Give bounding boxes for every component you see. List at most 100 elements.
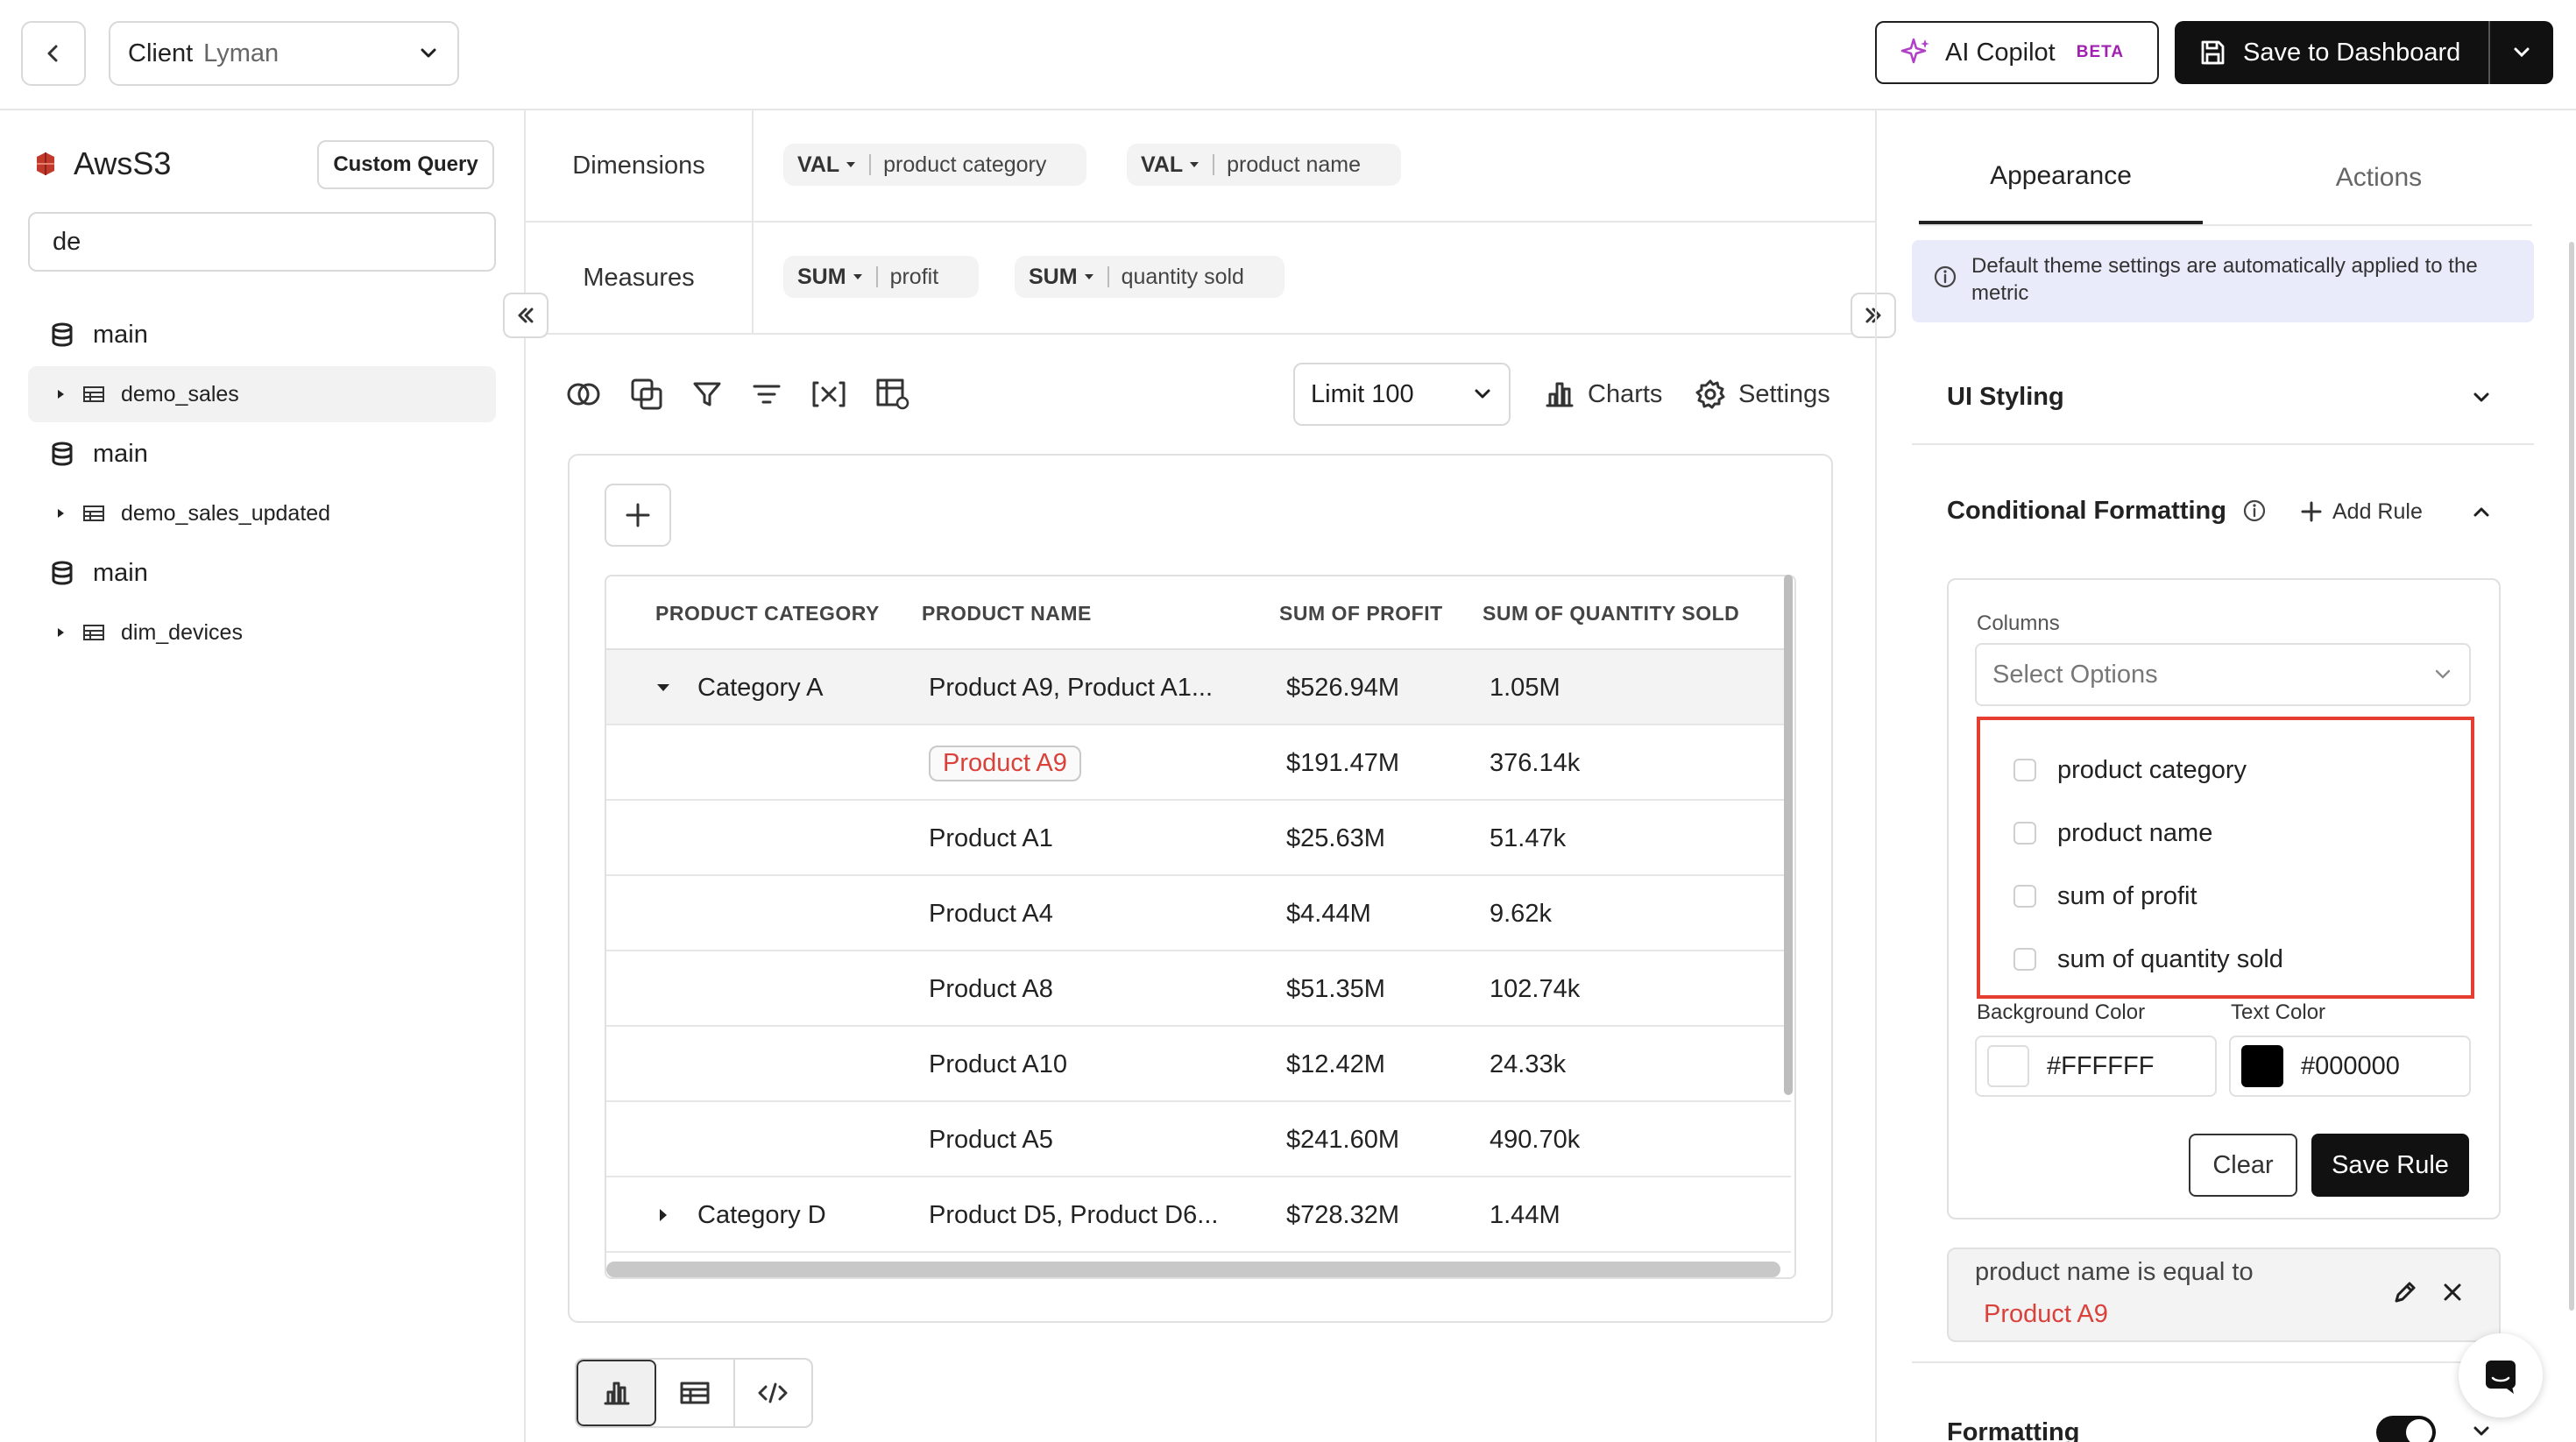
sort-icon[interactable] — [750, 378, 783, 411]
aggregation-select[interactable]: VAL — [1141, 152, 1200, 178]
table-item-dim-devices[interactable]: dim_devices — [28, 604, 496, 661]
checkbox[interactable] — [2013, 759, 2036, 781]
save-rule-button[interactable]: Save Rule — [2311, 1134, 2469, 1197]
measure-chip[interactable]: SUM profit — [783, 256, 980, 298]
text-color-input[interactable]: #000000 — [2229, 1036, 2471, 1097]
formatting-toggle[interactable] — [2376, 1416, 2436, 1442]
save-to-dashboard-main[interactable]: Save to Dashboard — [2175, 21, 2490, 84]
column-option[interactable]: product category — [2013, 748, 2247, 792]
database-item[interactable]: main — [49, 429, 148, 478]
table-row[interactable]: Category D Product D5, Product D6... $72… — [606, 1177, 1791, 1253]
profit-cell: $4.44M — [1286, 899, 1371, 928]
table-horizontal-scrollbar[interactable] — [606, 1262, 1780, 1277]
save-options-dropdown[interactable] — [2490, 41, 2553, 64]
ui-styling-header[interactable]: UI Styling — [1947, 375, 2064, 419]
checkbox[interactable] — [2013, 822, 2036, 845]
limit-select[interactable]: Limit 100 — [1293, 363, 1511, 426]
union-icon[interactable] — [629, 377, 664, 412]
column-option[interactable]: product name — [2013, 811, 2212, 855]
aggregation-select[interactable]: SUM — [797, 265, 864, 290]
column-header[interactable]: PRODUCT NAME — [922, 601, 1092, 625]
chevron-up-icon[interactable] — [2469, 499, 2494, 524]
table-item-demo-sales-updated[interactable]: demo_sales_updated — [28, 485, 496, 541]
background-color-input[interactable]: #FFFFFF — [1975, 1036, 2217, 1097]
expand-toggle[interactable] — [655, 650, 671, 725]
columns-select[interactable]: Select Options — [1975, 643, 2471, 706]
filter-icon[interactable] — [690, 378, 724, 411]
tab-actions[interactable]: Actions — [2335, 163, 2423, 192]
chat-support-button[interactable] — [2459, 1333, 2543, 1417]
table-row[interactable]: Category A Product A9, Product A1... $52… — [606, 650, 1791, 725]
aggregation-select[interactable]: SUM — [1029, 265, 1095, 290]
aggregation-select[interactable]: VAL — [797, 152, 857, 178]
dimension-chip[interactable]: VAL product category — [783, 144, 1087, 186]
table-row[interactable]: Product A4 $4.44M 9.62k — [606, 876, 1791, 951]
join-icon[interactable] — [564, 378, 603, 410]
tab-appearance[interactable]: Appearance — [1919, 131, 2203, 224]
text-color-value: #000000 — [2301, 1051, 2400, 1080]
caret-down-icon — [1190, 162, 1200, 167]
dimensions-label: Dimensions — [526, 110, 754, 221]
collapse-panel-button[interactable] — [1851, 293, 1896, 338]
plus-icon — [2301, 501, 2322, 522]
database-item[interactable]: main — [49, 548, 148, 597]
table-settings-icon[interactable] — [874, 377, 911, 412]
expand-toggle[interactable] — [657, 1177, 669, 1253]
table-row[interactable]: Product A8 $51.35M 102.74k — [606, 951, 1791, 1027]
chart-view-button[interactable] — [577, 1360, 657, 1426]
info-icon — [1934, 265, 1957, 288]
ui-styling-label: UI Styling — [1947, 382, 2064, 411]
ai-copilot-button[interactable]: AI Copilot BETA — [1875, 21, 2159, 84]
add-button[interactable] — [605, 484, 671, 547]
quantity-cell: 1.05M — [1490, 673, 1560, 702]
close-icon[interactable] — [2438, 1277, 2467, 1307]
chevron-down-icon[interactable] — [2469, 385, 2494, 410]
panel-scrollbar[interactable] — [2569, 242, 2574, 1311]
checkbox[interactable] — [2013, 948, 2036, 971]
table-row[interactable]: Product A1 $25.63M 51.47k — [606, 801, 1791, 876]
table-item-demo-sales[interactable]: demo_sales — [28, 366, 496, 422]
formatting-header[interactable]: Formatting — [1947, 1412, 2079, 1442]
back-button[interactable] — [21, 21, 86, 86]
name-cell: Product A1 — [929, 823, 1053, 852]
column-header[interactable]: PRODUCT CATEGORY — [655, 601, 880, 625]
checkbox[interactable] — [2013, 885, 2036, 908]
table-row[interactable]: Product A10 $12.42M 24.33k — [606, 1027, 1791, 1102]
table-label: demo_sales — [121, 381, 239, 406]
info-icon[interactable] — [2242, 498, 2267, 523]
table-row[interactable]: Product A9 $191.47M 376.14k — [606, 725, 1791, 801]
save-to-dashboard-button[interactable]: Save to Dashboard — [2175, 21, 2553, 84]
settings-button[interactable]: Settings — [1695, 371, 1830, 417]
custom-query-button[interactable]: Custom Query — [317, 140, 494, 189]
column-header[interactable]: SUM OF QUANTITY SOLD — [1483, 601, 1740, 625]
save-icon — [2201, 40, 2225, 65]
dimension-chip[interactable]: VAL product name — [1127, 144, 1402, 186]
section-divider — [1912, 443, 2534, 445]
clear-button[interactable]: Clear — [2189, 1134, 2297, 1197]
charts-button[interactable]: Charts — [1544, 371, 1662, 417]
chevron-down-icon[interactable] — [2469, 1419, 2494, 1442]
profit-cell: $12.42M — [1286, 1050, 1385, 1078]
aggregation-label: SUM — [1029, 264, 1078, 289]
measure-chip[interactable]: SUM quantity sold — [1015, 256, 1284, 298]
background-color-swatch[interactable] — [1987, 1045, 2029, 1087]
table-vertical-scrollbar[interactable] — [1784, 575, 1793, 1095]
text-color-swatch[interactable] — [2241, 1045, 2283, 1087]
table-row[interactable]: Product A5 $241.60M 490.70k — [606, 1102, 1791, 1177]
database-item[interactable]: main — [49, 310, 148, 359]
column-option[interactable]: sum of profit — [2013, 874, 2197, 918]
category-cell: Category D — [697, 1200, 826, 1229]
collapse-sidebar-button[interactable] — [503, 293, 548, 338]
column-header[interactable]: SUM OF PROFIT — [1279, 601, 1443, 625]
table-view-button[interactable] — [656, 1360, 735, 1426]
table-label: demo_sales_updated — [121, 500, 331, 526]
pencil-icon[interactable] — [2390, 1277, 2420, 1307]
variable-icon[interactable] — [810, 378, 848, 411]
code-view-button[interactable] — [735, 1360, 811, 1426]
column-option[interactable]: sum of quantity sold — [2013, 937, 2283, 981]
add-rule-button[interactable]: Add Rule — [2299, 492, 2423, 531]
table-search-input[interactable] — [28, 212, 496, 272]
client-select[interactable]: Client Lyman — [109, 21, 459, 86]
query-toolbar — [564, 370, 911, 419]
quantity-cell: 1.44M — [1490, 1200, 1560, 1229]
